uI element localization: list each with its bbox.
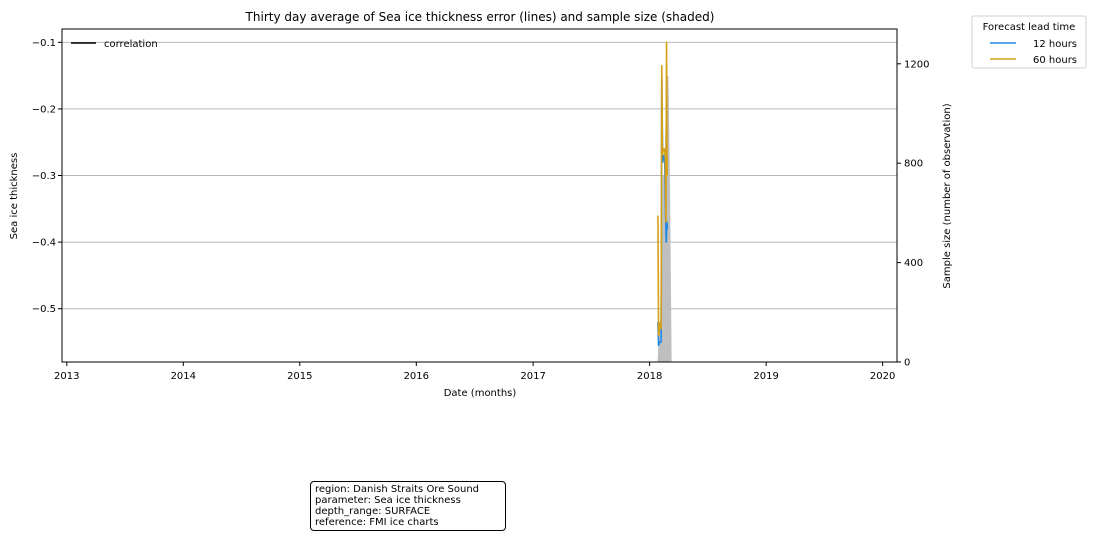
legend-lead-time-frame bbox=[971, 15, 1087, 69]
y-tick-label: −0.3 bbox=[32, 171, 56, 182]
error-lines bbox=[657, 41, 669, 347]
y2-axis-ticks: 0 400 800 1200 bbox=[897, 59, 929, 369]
series-line-12-hours bbox=[657, 74, 669, 347]
y2-tick-label: 1200 bbox=[904, 59, 929, 70]
legend-correlation-label: correlation bbox=[104, 39, 158, 50]
y2-tick-label: 800 bbox=[904, 159, 923, 170]
y-axis-label: Sea ice thickness bbox=[9, 153, 20, 240]
x-tick-label: 2016 bbox=[404, 371, 429, 382]
x-tick-label: 2014 bbox=[171, 371, 196, 382]
legend-60h-label: 60 hours bbox=[1033, 55, 1077, 66]
x-axis-label: Date (months) bbox=[444, 388, 517, 399]
x-tick-label: 2013 bbox=[54, 371, 79, 382]
metadata-reference: reference: FMI ice charts bbox=[315, 517, 439, 528]
y2-tick-label: 400 bbox=[904, 258, 923, 269]
sample-size-area bbox=[657, 76, 672, 362]
x-tick-label: 2015 bbox=[287, 371, 312, 382]
y2-tick-label: 0 bbox=[904, 358, 910, 369]
y-tick-label: −0.4 bbox=[32, 238, 56, 249]
y-tick-label: −0.1 bbox=[32, 38, 56, 49]
x-tick-label: 2017 bbox=[520, 371, 545, 382]
metadata-region: region: Danish Straits Ore Sound bbox=[315, 484, 480, 495]
plot-frame bbox=[61, 28, 898, 363]
legend-lead-time: Forecast lead time 12 hours 60 hours bbox=[971, 15, 1087, 69]
legend-correlation: correlation bbox=[71, 39, 158, 50]
legend-lead-time-title: Forecast lead time bbox=[983, 22, 1076, 33]
x-tick-label: 2020 bbox=[870, 371, 895, 382]
y2-axis-label: Sample size (number of observation) bbox=[942, 103, 953, 288]
x-tick-label: 2019 bbox=[753, 371, 778, 382]
legend-12h-label: 12 hours bbox=[1033, 39, 1077, 50]
metadata-parameter: parameter: Sea ice thickness bbox=[315, 495, 461, 506]
chart-title: Thirty day average of Sea ice thickness … bbox=[245, 10, 715, 24]
metadata-depth-range: depth_range: SURFACE bbox=[315, 506, 431, 517]
y-tick-label: −0.2 bbox=[32, 104, 56, 115]
y-axis-ticks: −0.1 −0.2 −0.3 −0.4 −0.5 bbox=[32, 38, 62, 315]
series-line-60-hours bbox=[657, 41, 668, 337]
gridlines bbox=[62, 41, 897, 310]
metadata-box: region: Danish Straits Ore Sound paramet… bbox=[310, 481, 506, 531]
x-axis-ticks: 2013 2014 2015 2016 2017 2018 2019 2020 bbox=[54, 362, 895, 382]
y-tick-label: −0.5 bbox=[32, 304, 56, 315]
x-tick-label: 2018 bbox=[637, 371, 662, 382]
sample-size-shade bbox=[657, 76, 672, 362]
